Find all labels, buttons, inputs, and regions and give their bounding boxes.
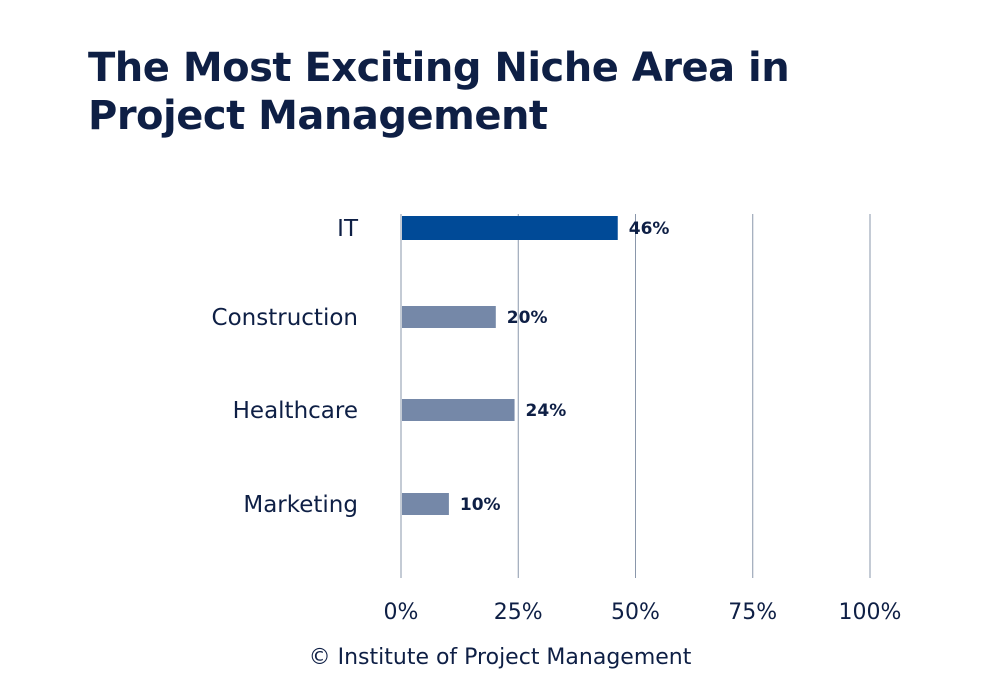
category-label: Healthcare <box>233 398 358 424</box>
grid-lines <box>400 214 871 578</box>
bar <box>402 216 618 240</box>
x-tick-label: 25% <box>494 600 543 625</box>
x-axis-tick-labels: 0% 25% 50% 75% 100% <box>384 600 902 625</box>
x-tick-label: 50% <box>611 600 660 625</box>
data-labels: 46% 20% 24% 10% <box>460 219 670 515</box>
x-tick-label: 75% <box>728 600 777 625</box>
category-label: IT <box>337 216 359 242</box>
bar <box>402 399 515 421</box>
data-label: 10% <box>460 495 501 515</box>
category-label: Marketing <box>243 492 358 518</box>
data-label: 24% <box>526 401 567 421</box>
source-credit: © Institute of Project Management <box>308 645 692 670</box>
category-labels: IT Construction Healthcare Marketing <box>212 216 359 518</box>
category-label: Construction <box>212 305 358 331</box>
data-label: 20% <box>507 308 548 328</box>
bar <box>402 306 496 328</box>
x-tick-label: 0% <box>384 600 419 625</box>
x-tick-label: 100% <box>839 600 902 625</box>
chart-title: The Most Exciting Niche Area in Project … <box>88 45 790 139</box>
data-label: 46% <box>629 219 670 239</box>
bars <box>402 216 618 515</box>
bar <box>402 493 449 515</box>
